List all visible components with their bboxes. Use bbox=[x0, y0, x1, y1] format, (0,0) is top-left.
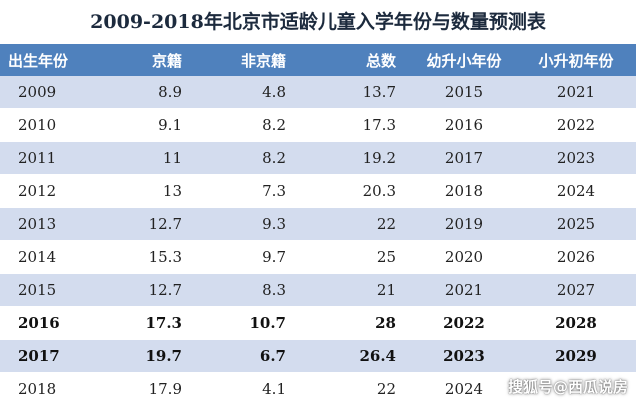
table-row-highlighted: 2016 17.3 10.7 28 2022 2028 bbox=[0, 306, 636, 340]
col-header-middle-entry-year: 小升初年份 bbox=[516, 44, 636, 76]
table-row: 2015 12.7 8.3 21 2021 2027 bbox=[0, 273, 636, 307]
cell-primary-year: 2021 bbox=[412, 273, 516, 307]
cell-middle-year: 2027 bbox=[516, 273, 636, 307]
cell-total: 22 bbox=[302, 372, 412, 406]
cell-primary-year: 2017 bbox=[412, 141, 516, 175]
forecast-table: 出生年份 京籍 非京籍 总数 幼升小年份 小升初年份 2009 8.9 4.8 … bbox=[0, 44, 636, 406]
cell-non-beijing: 6.7 bbox=[198, 339, 302, 373]
cell-beijing: 11 bbox=[98, 141, 198, 175]
cell-total: 28 bbox=[302, 306, 412, 340]
cell-birth-year: 2016 bbox=[0, 306, 98, 340]
cell-primary-year: 2020 bbox=[412, 240, 516, 274]
cell-non-beijing: 4.8 bbox=[198, 76, 302, 109]
cell-total: 22 bbox=[302, 207, 412, 241]
cell-total: 25 bbox=[302, 240, 412, 274]
cell-total: 21 bbox=[302, 273, 412, 307]
cell-birth-year: 2014 bbox=[0, 240, 98, 274]
cell-primary-year: 2016 bbox=[412, 108, 516, 142]
cell-beijing: 9.1 bbox=[98, 108, 198, 142]
cell-primary-year: 2022 bbox=[412, 306, 516, 340]
cell-beijing: 17.9 bbox=[98, 372, 198, 406]
cell-middle-year: 2021 bbox=[516, 76, 636, 109]
cell-primary-year: 2019 bbox=[412, 207, 516, 241]
cell-primary-year: 2018 bbox=[412, 174, 516, 208]
col-header-beijing-hukou: 京籍 bbox=[98, 44, 198, 76]
cell-beijing: 19.7 bbox=[98, 339, 198, 373]
col-header-total: 总数 bbox=[302, 44, 412, 76]
cell-beijing: 12.7 bbox=[98, 207, 198, 241]
cell-birth-year: 2011 bbox=[0, 141, 98, 175]
cell-non-beijing: 10.7 bbox=[198, 306, 302, 340]
cell-non-beijing: 9.3 bbox=[198, 207, 302, 241]
table-row: 2010 9.1 8.2 17.3 2016 2022 bbox=[0, 108, 636, 142]
cell-beijing: 12.7 bbox=[98, 273, 198, 307]
cell-non-beijing: 7.3 bbox=[198, 174, 302, 208]
table-row: 2011 11 8.2 19.2 2017 2023 bbox=[0, 141, 636, 175]
cell-middle-year: 2029 bbox=[516, 339, 636, 373]
table-row: 2018 17.9 4.1 22 2024 bbox=[0, 372, 636, 406]
cell-middle-year: 2025 bbox=[516, 207, 636, 241]
cell-birth-year: 2018 bbox=[0, 372, 98, 406]
col-header-non-beijing-hukou: 非京籍 bbox=[198, 44, 302, 76]
cell-total: 19.2 bbox=[302, 141, 412, 175]
cell-birth-year: 2012 bbox=[0, 174, 98, 208]
cell-primary-year: 2015 bbox=[412, 76, 516, 109]
cell-total: 13.7 bbox=[302, 76, 412, 109]
cell-birth-year: 2017 bbox=[0, 339, 98, 373]
cell-middle-year: 2022 bbox=[516, 108, 636, 142]
cell-primary-year: 2023 bbox=[412, 339, 516, 373]
table-row: 2014 15.3 9.7 25 2020 2026 bbox=[0, 240, 636, 274]
cell-middle-year: 2024 bbox=[516, 174, 636, 208]
cell-non-beijing: 4.1 bbox=[198, 372, 302, 406]
cell-middle-year: 2026 bbox=[516, 240, 636, 274]
watermark: 搜狐号@西瓜说房 bbox=[507, 378, 628, 396]
cell-beijing: 8.9 bbox=[98, 76, 198, 109]
cell-beijing: 17.3 bbox=[98, 306, 198, 340]
cell-non-beijing: 9.7 bbox=[198, 240, 302, 274]
cell-birth-year: 2009 bbox=[0, 76, 98, 109]
cell-middle-year: 2023 bbox=[516, 141, 636, 175]
cell-non-beijing: 8.2 bbox=[198, 141, 302, 175]
table-row: 2013 12.7 9.3 22 2019 2025 bbox=[0, 207, 636, 241]
cell-total: 26.4 bbox=[302, 339, 412, 373]
table-title: 2009-2018年北京市适龄儿童入学年份与数量预测表 bbox=[90, 11, 546, 33]
cell-middle-year: 2028 bbox=[516, 306, 636, 340]
table-row-highlighted: 2017 19.7 6.7 26.4 2023 2029 bbox=[0, 339, 636, 373]
cell-non-beijing: 8.2 bbox=[198, 108, 302, 142]
cell-beijing: 15.3 bbox=[98, 240, 198, 274]
header-row: 出生年份 京籍 非京籍 总数 幼升小年份 小升初年份 bbox=[0, 44, 636, 76]
col-header-birth-year: 出生年份 bbox=[0, 44, 98, 76]
cell-primary-year: 2024 bbox=[412, 372, 516, 406]
cell-non-beijing: 8.3 bbox=[198, 273, 302, 307]
cell-total: 20.3 bbox=[302, 174, 412, 208]
table-row: 2012 13 7.3 20.3 2018 2024 bbox=[0, 174, 636, 208]
cell-birth-year: 2013 bbox=[0, 207, 98, 241]
col-header-primary-entry-year: 幼升小年份 bbox=[412, 44, 516, 76]
cell-birth-year: 2010 bbox=[0, 108, 98, 142]
cell-total: 17.3 bbox=[302, 108, 412, 142]
cell-birth-year: 2015 bbox=[0, 273, 98, 307]
cell-beijing: 13 bbox=[98, 174, 198, 208]
cell-middle-year bbox=[516, 372, 636, 406]
table-row: 2009 8.9 4.8 13.7 2015 2021 bbox=[0, 76, 636, 109]
